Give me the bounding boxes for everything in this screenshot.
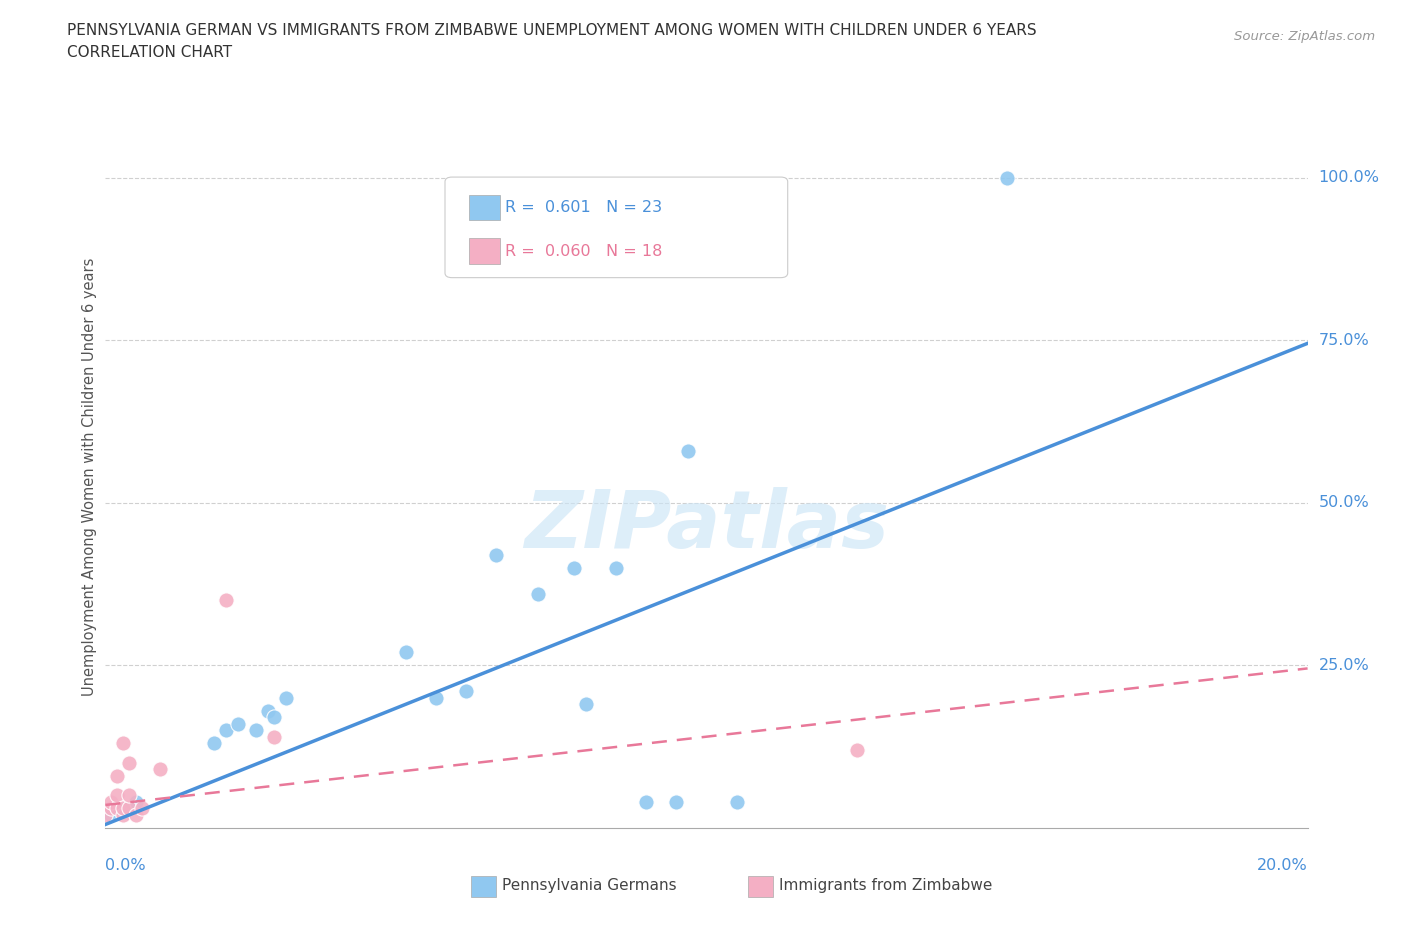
Point (845, 742, 868, 757)
Point (527, 586, 550, 601)
Point (124, 807, 146, 822)
Point (124, 794, 146, 809)
Text: 50.0%: 50.0% (1319, 495, 1369, 511)
Y-axis label: Unemployment Among Women with Children Under 6 years: Unemployment Among Women with Children U… (82, 258, 97, 696)
Point (107, 768, 129, 783)
Text: ZIPatlas: ZIPatlas (524, 486, 889, 565)
Point (107, 788, 129, 803)
Text: 20.0%: 20.0% (1257, 858, 1308, 873)
Point (118, 788, 141, 803)
Point (107, 801, 129, 816)
Text: 75.0%: 75.0% (1319, 333, 1369, 348)
Text: R =  0.601   N = 23: R = 0.601 N = 23 (506, 200, 662, 215)
Text: PENNSYLVANIA GERMAN VS IMMIGRANTS FROM ZIMBABWE UNEMPLOYMENT AMONG WOMEN WITH CH: PENNSYLVANIA GERMAN VS IMMIGRANTS FROM Z… (67, 23, 1038, 38)
Point (995, 170, 1018, 185)
Point (112, 801, 135, 816)
Point (118, 755, 141, 770)
Text: Pennsylvania Germans: Pennsylvania Germans (502, 878, 676, 893)
Point (395, 644, 418, 659)
Point (678, 444, 700, 458)
Point (148, 762, 170, 777)
Point (214, 592, 236, 607)
Text: CORRELATION CHART: CORRELATION CHART (67, 45, 232, 60)
Point (636, 794, 658, 809)
Point (263, 729, 285, 744)
Point (575, 697, 598, 711)
Point (226, 716, 249, 731)
Point (562, 560, 585, 575)
Text: 100.0%: 100.0% (1319, 170, 1379, 185)
Point (485, 547, 508, 562)
Point (725, 794, 748, 809)
Point (112, 736, 135, 751)
Text: Immigrants from Zimbabwe: Immigrants from Zimbabwe (779, 878, 993, 893)
Point (256, 703, 278, 718)
Point (100, 794, 122, 809)
Text: 0.0%: 0.0% (105, 858, 146, 873)
Point (100, 801, 122, 816)
Text: Source: ZipAtlas.com: Source: ZipAtlas.com (1234, 30, 1375, 43)
Point (131, 801, 153, 816)
Point (263, 710, 285, 724)
Point (118, 801, 141, 816)
Point (112, 807, 135, 822)
Point (665, 794, 688, 809)
Point (112, 801, 135, 816)
Point (94, 807, 117, 822)
Point (605, 560, 627, 575)
Text: 25.0%: 25.0% (1319, 658, 1369, 672)
Point (274, 690, 297, 705)
Point (454, 684, 477, 698)
Point (245, 723, 267, 737)
Point (202, 736, 225, 751)
Point (214, 723, 236, 737)
Point (100, 807, 122, 822)
Point (425, 690, 447, 705)
Text: R =  0.060   N = 18: R = 0.060 N = 18 (506, 244, 662, 259)
